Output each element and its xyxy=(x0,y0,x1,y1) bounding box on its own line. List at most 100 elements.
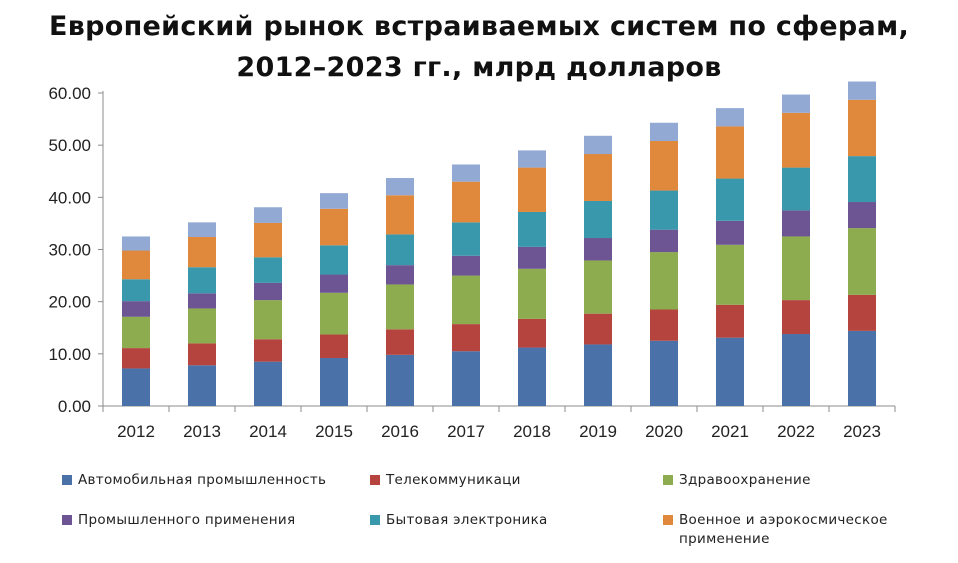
x-tick-label: 2023 xyxy=(843,422,881,441)
y-tick-label: 30.00 xyxy=(48,241,91,260)
legend-swatch xyxy=(370,475,380,485)
bar-stack-2023 xyxy=(848,81,876,406)
bar-segment-series-4 xyxy=(122,279,150,302)
legend-label: Здравоохранение xyxy=(679,472,811,488)
bar-segment-series-6 xyxy=(584,135,612,155)
legend-swatch xyxy=(62,515,72,525)
bar-segment-series-0 xyxy=(584,344,612,406)
x-tick-label: 2020 xyxy=(645,422,683,441)
bar-segment-series-3 xyxy=(584,238,612,261)
bar-stack-2013 xyxy=(188,222,216,406)
bar-segment-series-0 xyxy=(386,354,414,406)
legend-label: Промышленного применения xyxy=(78,512,296,528)
bar-segment-series-4 xyxy=(188,267,216,294)
x-tick-label: 2012 xyxy=(117,422,155,441)
legend-label: Телекоммуникаци xyxy=(386,472,521,488)
bar-segment-series-5 xyxy=(716,126,744,179)
bar-stack-2022 xyxy=(782,94,810,406)
bar-segment-series-5 xyxy=(452,181,480,223)
bar-segment-series-0 xyxy=(782,334,810,406)
bar-segment-series-6 xyxy=(848,81,876,100)
legend-label: Военное и аэрокосмическое применение xyxy=(679,512,888,547)
bar-segment-series-1 xyxy=(386,329,414,355)
bar-stack-2019 xyxy=(584,135,612,406)
bar-segment-series-3 xyxy=(452,255,480,276)
legend-swatch xyxy=(62,475,72,485)
bar-segment-series-3 xyxy=(254,282,282,301)
bar-segment-series-4 xyxy=(320,245,348,275)
y-tick-label: 40.00 xyxy=(48,188,91,207)
bar-segment-series-6 xyxy=(386,178,414,196)
bar-segment-series-2 xyxy=(320,292,348,335)
bar-segment-series-0 xyxy=(188,365,216,406)
x-tick-label: 2021 xyxy=(711,422,749,441)
bar-segment-series-5 xyxy=(782,112,810,168)
bar-segment-series-0 xyxy=(518,347,546,406)
bar-segment-series-0 xyxy=(716,337,744,406)
bar-segment-series-1 xyxy=(518,318,546,348)
bar-segment-series-3 xyxy=(122,301,150,317)
bar-segment-series-3 xyxy=(650,229,678,253)
y-tick-label: 20.00 xyxy=(48,293,91,312)
bar-segment-series-2 xyxy=(848,228,876,295)
y-tick-label: 10.00 xyxy=(48,345,91,364)
bar-segment-series-2 xyxy=(584,260,612,314)
bar-segment-series-6 xyxy=(518,150,546,168)
y-tick-label: 0.00 xyxy=(58,397,91,416)
y-tick-label: 50.00 xyxy=(48,136,91,155)
bar-stack-2017 xyxy=(452,164,480,406)
bar-segment-series-0 xyxy=(122,368,150,406)
bar-segment-series-3 xyxy=(386,265,414,285)
x-axis: 2012 2013 2014 2015 2016 2017 2018 2019 2020 2021… xyxy=(102,405,896,441)
chart-title: Европейский рынок встраиваемых систем по… xyxy=(0,6,958,88)
x-tick-label: 2017 xyxy=(447,422,485,441)
chart-title-line-1: Европейский рынок встраиваемых систем по… xyxy=(49,11,909,42)
y-axis: 0.00 10.00 20.00 30.00 40.00 50.00 60.00 xyxy=(48,84,104,416)
bar-segment-series-5 xyxy=(584,154,612,201)
bar-segment-series-2 xyxy=(716,244,744,305)
bar-segment-series-5 xyxy=(848,99,876,157)
legend-swatch xyxy=(370,515,380,525)
bar-segment-series-5 xyxy=(254,222,282,258)
bar-segment-series-0 xyxy=(848,330,876,406)
bar-segment-series-1 xyxy=(122,348,150,369)
bar-segment-series-4 xyxy=(386,234,414,266)
bar-stack-2015 xyxy=(320,193,348,406)
bar-segment-series-1 xyxy=(584,313,612,345)
legend-swatch xyxy=(663,475,673,485)
bar-segment-series-0 xyxy=(650,340,678,406)
legend-label: Бытовая электроника xyxy=(386,512,548,528)
bar-segment-series-2 xyxy=(254,300,282,340)
bar-segment-series-4 xyxy=(782,167,810,211)
bar-segment-series-4 xyxy=(452,222,480,256)
bar-segment-series-2 xyxy=(122,316,150,349)
legend-item-4: Бытовая электроника xyxy=(370,511,650,530)
legend-item-5: Военное и аэрокосмическое применение xyxy=(663,511,923,549)
x-tick-label: 2014 xyxy=(249,422,287,441)
chart-title-line-2: 2012–2023 гг., млрд долларов xyxy=(236,52,722,83)
legend-item-2: Здравоохранение xyxy=(663,471,923,490)
bar-segment-series-6 xyxy=(188,222,216,237)
bar-segment-series-4 xyxy=(650,190,678,230)
bar-segment-series-4 xyxy=(254,257,282,283)
x-tick-label: 2018 xyxy=(513,422,551,441)
bar-segment-series-6 xyxy=(782,94,810,113)
bar-segment-series-4 xyxy=(848,156,876,203)
bar-segment-series-5 xyxy=(650,140,678,191)
bar-segment-series-3 xyxy=(848,202,876,229)
bar-stack-2020 xyxy=(650,122,678,406)
bar-segment-series-1 xyxy=(716,304,744,338)
legend-item-0: Автомобильная промышленность xyxy=(62,471,362,490)
bar-segment-series-6 xyxy=(650,122,678,141)
bar-segment-series-1 xyxy=(452,324,480,352)
bar-segment-series-5 xyxy=(518,167,546,212)
bars xyxy=(122,81,876,406)
bar-segment-series-2 xyxy=(650,252,678,310)
x-tick-label: 2019 xyxy=(579,422,617,441)
bar-segment-series-6 xyxy=(122,236,150,251)
bar-segment-series-6 xyxy=(716,108,744,127)
bar-segment-series-0 xyxy=(254,361,282,406)
bar-stack-2018 xyxy=(518,150,546,406)
bar-segment-series-3 xyxy=(518,246,546,269)
